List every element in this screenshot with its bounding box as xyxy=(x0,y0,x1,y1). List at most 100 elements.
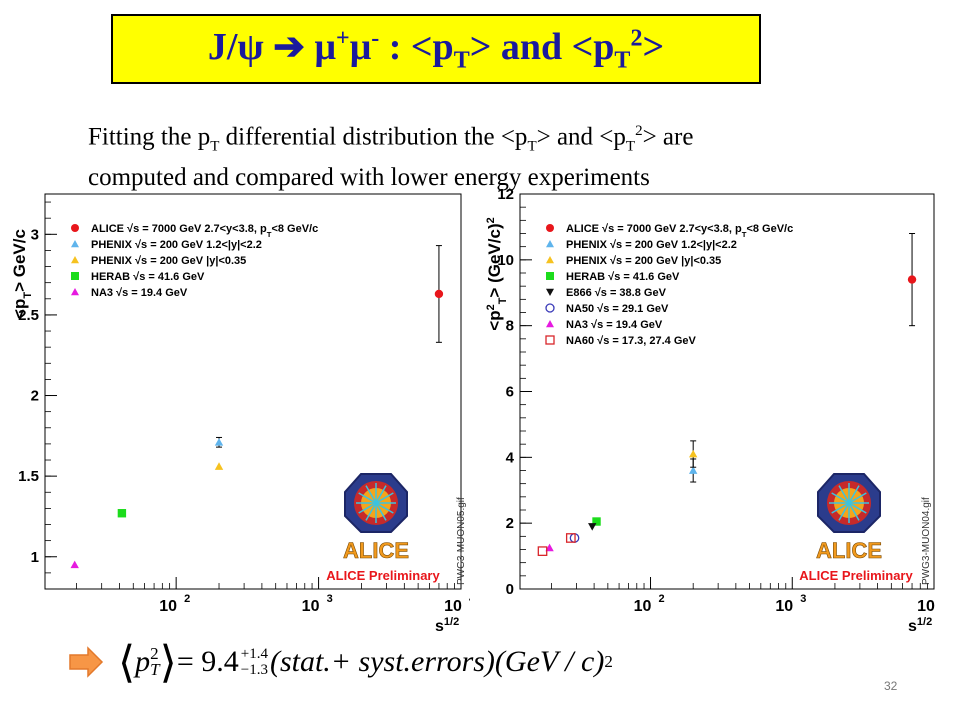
legend-label: PHENIX √s = 200 GeV 1.2<|y|<2.2 xyxy=(566,239,737,251)
legend-label: NA3 √s = 19.4 GeV xyxy=(566,319,663,331)
y-tick-label: 4 xyxy=(506,449,515,466)
alice-logo: ALICE xyxy=(343,473,409,563)
page-number: 32 xyxy=(884,679,898,693)
title-sup-2: 2 xyxy=(630,25,643,52)
alice-logo-ray xyxy=(375,492,394,504)
x-tick-label: 10 xyxy=(775,598,793,615)
legend-label: PHENIX √s = 200 GeV |y|<0.35 xyxy=(566,255,721,267)
intro-l1d: T xyxy=(527,138,537,155)
legend-marker xyxy=(71,240,79,248)
intro-l1f: T xyxy=(625,138,636,155)
data-point xyxy=(592,517,601,526)
legend-label: NA60 √s = 17.3, 27.4 GeV xyxy=(566,335,697,347)
title-jpsi: J/ψ xyxy=(207,25,264,68)
title-sub-t2: T xyxy=(614,47,631,74)
data-point xyxy=(434,289,444,299)
alice-logo-ray xyxy=(838,502,850,521)
chart-mean-pt: 1 1.5 2 2.5 3 10 2 10 3 10 4 s1/2 <pT> GeV/c ALICE √s… xyxy=(10,193,470,635)
y-tick-label: 1 xyxy=(31,549,39,566)
alice-logo-ray xyxy=(838,485,850,504)
formula-text: (stat.+ syst.errors)(GeV / c) xyxy=(269,645,605,678)
y-tick-label: 3 xyxy=(31,226,39,243)
legend-marker xyxy=(71,288,79,296)
y-axis-label: <pT> GeV/c xyxy=(10,229,34,319)
intro-l1g: 2 xyxy=(635,123,643,139)
plot-frame xyxy=(44,193,462,590)
formula-err-up: +1.4 xyxy=(240,646,268,662)
image-file-label: PWG3-MUON04.gif xyxy=(921,497,932,585)
title-box: J/ψ ➔ μ+μ- : <pT> and <pT2> xyxy=(111,14,761,84)
data-point xyxy=(70,560,79,569)
legend-marker xyxy=(546,256,554,264)
slide-title: J/ψ ➔ μ+μ- : <pT> and <pT2> xyxy=(208,24,664,75)
formula-err-down: −1.3 xyxy=(240,662,268,678)
x-tick-exponent: 4 xyxy=(469,593,470,605)
y-tick-label: 2.5 xyxy=(18,307,39,324)
intro-text: Fitting the p T differential distribution… xyxy=(88,116,948,193)
y-tick-label: 2 xyxy=(506,515,514,532)
y-tick-label: 1.5 xyxy=(18,468,39,485)
legend-marker xyxy=(545,303,555,313)
legend-label: NA3 √s = 19.4 GeV xyxy=(91,287,188,299)
x-tick-label: 10 xyxy=(302,598,320,615)
title-part-c: > and <p xyxy=(469,25,615,68)
y-axis-label: <p2T> (GeV/c)2 xyxy=(485,217,509,330)
formula-sq: 2 xyxy=(150,644,159,663)
intro-l1c: differential distribution the <p xyxy=(219,123,528,151)
langle: ⟨ xyxy=(118,637,136,687)
intro-l1a: Fitting the p xyxy=(88,123,211,151)
intro-line-2: computed and compared with lower energy … xyxy=(88,164,650,192)
legend-marker xyxy=(546,320,554,328)
legend-marker xyxy=(71,272,79,280)
y-tick-label: 0 xyxy=(506,581,514,598)
legend-label: NA50 √s = 29.1 GeV xyxy=(566,303,669,315)
title-minus: - xyxy=(371,25,380,52)
intro-line-1: Fitting the p T differential distribution… xyxy=(88,116,948,162)
intro-l1e: > and <p xyxy=(536,123,626,151)
formula-pt: p xyxy=(135,645,151,678)
title-plus: + xyxy=(336,25,350,52)
y-tick-label: 6 xyxy=(506,384,514,401)
y-tick-label: 10 xyxy=(497,252,514,269)
intro-l1h: > are xyxy=(642,123,694,151)
y-tick-label: 8 xyxy=(506,318,514,335)
alice-logo-ray xyxy=(365,502,377,521)
formula-value: = 9.4 xyxy=(176,645,239,678)
alice-logo-ray xyxy=(848,502,867,514)
legend-label: ALICE √s = 7000 GeV 2.7<y<3.8, pT<8 GeV/… xyxy=(566,223,793,239)
plot-frame xyxy=(519,193,935,590)
alice-preliminary-label: ALICE Preliminary xyxy=(799,568,913,583)
alice-logo-ray xyxy=(358,492,377,504)
title-mu2: μ xyxy=(349,25,372,68)
data-point xyxy=(214,438,224,446)
legend-label: PHENIX √s = 200 GeV |y|<0.35 xyxy=(91,255,246,267)
alice-logo-ray xyxy=(848,492,867,504)
alice-preliminary-label: ALICE Preliminary xyxy=(326,568,440,583)
legend-label: ALICE √s = 7000 GeV 2.7<y<3.8, pT<8 GeV/… xyxy=(91,223,318,239)
data-point xyxy=(537,546,548,556)
title-part-d: > xyxy=(642,25,665,68)
legend-marker xyxy=(71,224,79,232)
title-part-b: : <p xyxy=(379,25,454,68)
x-tick-label: 10 xyxy=(634,598,652,615)
x-tick-exponent: 3 xyxy=(800,593,806,605)
data-point xyxy=(907,275,917,284)
data-point xyxy=(545,543,554,552)
orange-arrow-icon xyxy=(69,646,104,678)
title-mu: μ xyxy=(314,25,336,68)
title-sub-t1: T xyxy=(453,47,470,74)
alice-logo-ray xyxy=(831,502,850,514)
legend-marker xyxy=(546,272,554,280)
legend-marker xyxy=(71,256,79,264)
x-tick-label: 10 xyxy=(444,598,462,615)
y-tick-label: 12 xyxy=(497,188,514,203)
legend-marker xyxy=(545,335,555,345)
formula-errors: +1.4 −1.3 xyxy=(241,646,268,678)
x-tick-exponent: 3 xyxy=(327,593,333,605)
legend-label: HERAB √s = 41.6 GeV xyxy=(91,271,205,283)
data-point xyxy=(117,509,127,518)
formula-outer-sq: 2 xyxy=(604,652,613,671)
legend-marker xyxy=(546,224,554,232)
